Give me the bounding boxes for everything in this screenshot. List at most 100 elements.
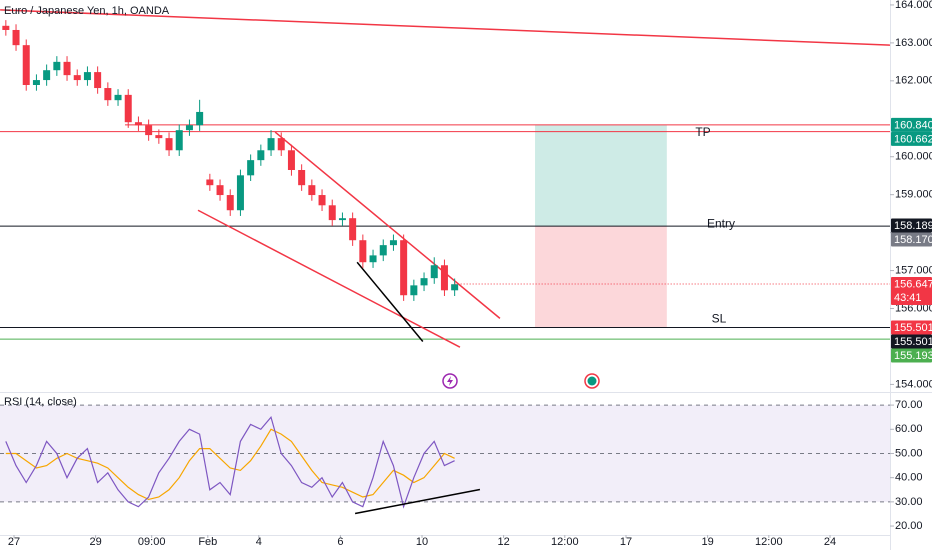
chart-title: Euro / Japanese Yen, 1h, OANDA (4, 5, 170, 17)
candle-body (287, 150, 295, 171)
y-tick-label: 50.00 (895, 447, 923, 459)
candle-body (83, 72, 91, 81)
candle-body (379, 245, 387, 256)
trend-line (354, 488, 481, 515)
candle-body (104, 88, 112, 101)
price-tag (891, 131, 932, 146)
candle-body (12, 29, 20, 46)
tp-label: TP (695, 125, 710, 139)
candle-body (247, 160, 255, 176)
candle-body (349, 218, 357, 241)
candle-body (277, 138, 285, 151)
price-tag-label: 155.501 (894, 336, 932, 348)
candle-body (94, 72, 102, 89)
x-tick-label: 27 (8, 536, 20, 548)
take-profit-zone (535, 124, 667, 227)
candle-body (155, 135, 163, 139)
indicator-title: RSI (14, close) (4, 396, 77, 408)
y-tick-label: 40.00 (895, 472, 923, 484)
candle-body (43, 70, 51, 81)
y-tick-label: 20.00 (895, 520, 923, 532)
x-tick-label: 12:00 (755, 536, 783, 548)
x-tick-label: 09:00 (138, 536, 166, 548)
candle-body (359, 240, 367, 263)
price-tag (891, 320, 932, 335)
candle-body (410, 285, 418, 296)
x-tick-label: 6 (337, 536, 343, 548)
countdown-label: 43:41 (894, 292, 922, 304)
price-tag-label: 160.662 (894, 133, 932, 145)
candle-body (124, 94, 132, 123)
x-tick-label: 4 (256, 536, 262, 548)
price-tag (891, 117, 932, 132)
price-tag (891, 348, 932, 363)
price-tag-label: 158.189 (894, 220, 932, 232)
candle-body (206, 179, 214, 186)
rsi-line (5, 428, 455, 501)
x-tick-label: 29 (89, 536, 101, 548)
x-tick-label: 24 (824, 536, 836, 548)
candle-body (32, 80, 40, 86)
y-tick-label: 156.000 (895, 302, 932, 314)
candle-body (196, 111, 204, 126)
trend-line (197, 209, 461, 348)
candle-body (440, 265, 448, 291)
event-bolt (447, 376, 453, 386)
candle-body (216, 185, 224, 196)
candle-body (165, 138, 173, 151)
candle-body (308, 185, 316, 196)
x-tick-label: 17 (620, 536, 632, 548)
stop-loss-zone (535, 226, 667, 328)
price-tag-label: 155.501 (894, 322, 932, 334)
candle-body (430, 265, 438, 279)
y-tick-label: 30.00 (895, 496, 923, 508)
candle-body (328, 205, 336, 221)
price-tag (891, 334, 932, 349)
candle-body (451, 284, 459, 291)
price-tag (891, 232, 932, 247)
y-tick-label: 163.000 (895, 37, 932, 49)
y-tick-label: 70.00 (895, 399, 923, 411)
x-tick-label: 12:00 (551, 536, 579, 548)
event-icon[interactable] (442, 373, 458, 389)
x-tick-label: 12 (497, 536, 509, 548)
candle-body (338, 218, 346, 221)
earnings-icon[interactable] (584, 373, 600, 389)
earnings-dot (587, 376, 597, 386)
candle-body (226, 195, 234, 211)
candle-body (114, 94, 122, 101)
price-tag-label: 156.647 (894, 278, 932, 290)
x-tick-label: 19 (701, 536, 713, 548)
candle-body (298, 170, 306, 186)
candle-body (236, 175, 244, 211)
y-tick-label: 162.000 (895, 75, 932, 87)
candle-body (389, 240, 397, 246)
candle-body (134, 122, 142, 126)
trend-line (274, 131, 501, 319)
candle-body (318, 195, 326, 206)
y-tick-label: 157.000 (895, 264, 932, 276)
entry-label: Entry (707, 216, 735, 230)
rsi-line (5, 415, 455, 509)
price-tag (891, 276, 932, 305)
candle-body (145, 125, 153, 136)
candle-body (420, 278, 428, 286)
candle-body (369, 255, 377, 263)
candle-body (63, 61, 71, 76)
y-tick-label: 154.000 (895, 378, 932, 390)
candle-body (185, 125, 193, 131)
price-tag (891, 218, 932, 233)
x-tick-label: 10 (416, 536, 428, 548)
candle-body (267, 138, 275, 151)
x-tick-label: Feb (198, 536, 217, 548)
price-tag-label: 160.840 (894, 119, 932, 131)
candle-body (73, 75, 81, 81)
candle-body (53, 61, 61, 71)
y-tick-label: 159.000 (895, 189, 932, 201)
candle-body (2, 25, 10, 30)
y-tick-label: 60.00 (895, 423, 923, 435)
y-tick-label: 164.000 (895, 0, 932, 11)
